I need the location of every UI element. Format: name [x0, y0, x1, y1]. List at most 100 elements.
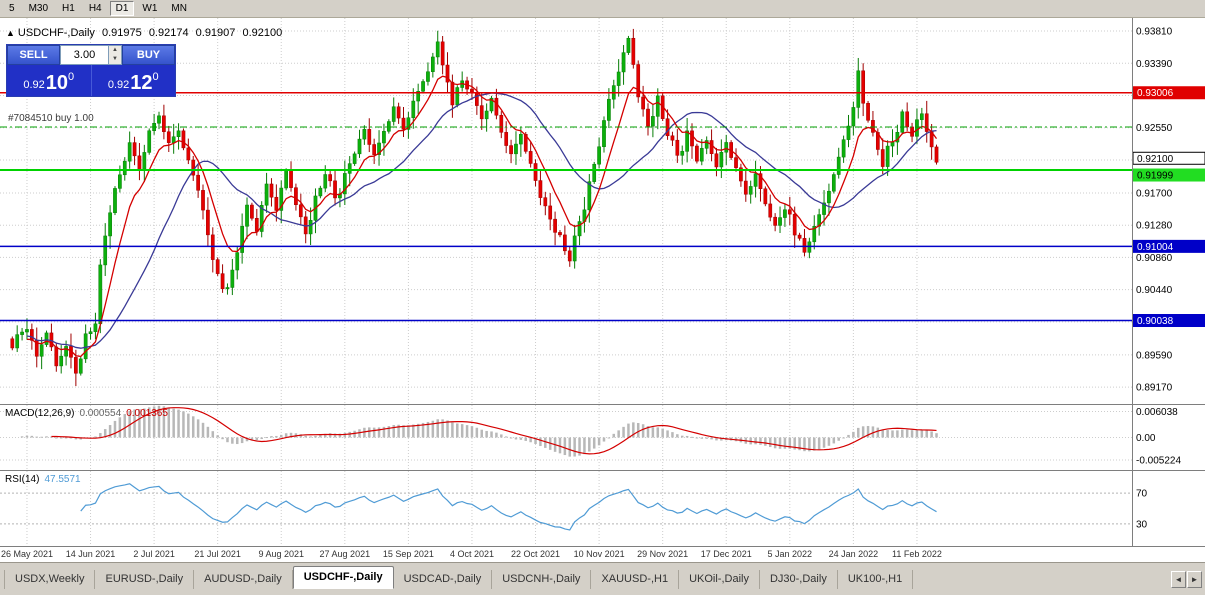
svg-text:0.90038: 0.90038: [1137, 316, 1174, 327]
chart-tab-eurusd-daily[interactable]: EURUSD-,Daily: [95, 570, 195, 589]
price-axis-label: 0.91280: [1136, 221, 1173, 232]
price-axis-label: 0.91700: [1136, 188, 1173, 199]
rsi-label: RSI(14) 47.5571: [5, 474, 81, 485]
timeframe-button-M30[interactable]: M30: [28, 3, 49, 14]
chart-tab-bar: USDX,Weekly EURUSD-,Daily AUDUSD-,Daily USD…: [0, 562, 1205, 595]
date-label: 24 Jan 2022: [828, 549, 879, 559]
sell-button[interactable]: SELL: [7, 45, 60, 65]
chart-tab-dj30-daily[interactable]: DJ30-,Daily: [760, 570, 838, 589]
chart-tab-usdcnh-daily[interactable]: USDCNH-,Daily: [492, 570, 592, 589]
chart-tab-audusd-daily[interactable]: AUDUSD-,Daily: [194, 570, 293, 589]
date-label: 11 Feb 2022: [892, 549, 942, 559]
tabs-scroll-right-button[interactable]: ►: [1187, 571, 1202, 588]
ohlc-open: 0.91975: [101, 27, 142, 39]
price-axis-label: 0.89590: [1136, 350, 1173, 361]
date-label: 14 Jun 2021: [65, 549, 116, 559]
date-label: 27 Aug 2021: [319, 549, 371, 559]
symbol-timeframe-label: USDCHF-,Daily: [17, 27, 95, 39]
ask-price-big: 12: [130, 72, 153, 94]
date-label: 26 May 2021: [0, 549, 53, 559]
price-axis-label: 0.93390: [1136, 59, 1173, 70]
macd-label: MACD(12,26,9) 0.000554 0.001365: [5, 408, 168, 419]
volume-input[interactable]: 3.00 ▲ ▼: [60, 45, 122, 65]
ask-price-sup: 0: [152, 71, 159, 83]
open-position-label[interactable]: #7084510 buy 1.00: [8, 112, 94, 124]
pane-divider[interactable]: [0, 404, 1205, 405]
macd-axis-label: -0.005224: [1136, 455, 1181, 466]
ask-price[interactable]: 0.92 12 0: [92, 65, 176, 96]
tabs-scroll-left-button[interactable]: ◄: [1171, 571, 1186, 588]
bid-price-big: 10: [45, 72, 69, 94]
ohlc-close: 0.92100: [242, 27, 283, 39]
svg-text:0.92100: 0.92100: [1137, 154, 1174, 165]
timeframe-button-H1[interactable]: H1: [62, 3, 75, 14]
rsi-value: 47.5571: [44, 474, 81, 485]
price-tag: 0.92100: [1132, 151, 1205, 165]
timeframe-button-H4[interactable]: H4: [88, 3, 102, 14]
price-tag: 0.90038: [1132, 314, 1205, 328]
timeframe-button-W1[interactable]: W1: [142, 3, 158, 14]
chart-tab-usdchf-daily[interactable]: USDCHF-,Daily: [292, 566, 394, 589]
date-label: 22 Oct 2021: [510, 549, 561, 559]
rsi-axis-label: 30: [1136, 519, 1148, 530]
chart-tab-uk100-h1[interactable]: UK100-,H1: [838, 570, 914, 589]
timeframe-button-5[interactable]: 5: [9, 3, 15, 14]
timeframe-button-MN[interactable]: MN: [171, 3, 187, 14]
price-pane: 0.938100.933900.929700.925500.921300.917…: [0, 18, 1205, 404]
macd-canvas[interactable]: 0.006038 0.00 -0.005224: [0, 405, 1205, 470]
chart-window: 0.938100.933900.929700.925500.921300.917…: [0, 18, 1205, 562]
ohlc-low: 0.91907: [195, 27, 236, 39]
chart-tab-ukoil-daily[interactable]: UKOil-,Daily: [679, 570, 760, 589]
ask-price-prefix: 0.92: [107, 79, 130, 91]
ohlc-high: 0.92174: [148, 27, 189, 39]
date-label: 4 Oct 2021: [449, 549, 494, 559]
date-label: 15 Sep 2021: [382, 549, 434, 559]
timeframe-toolbar: 5 M30 H1 H4 D1 W1 MN: [0, 0, 1205, 18]
date-label: 9 Aug 2021: [258, 549, 305, 559]
tab-scroll-arrows: ◄ ►: [1170, 571, 1202, 588]
date-label: 29 Nov 2021: [637, 549, 689, 559]
price-axis-label: 0.90860: [1136, 253, 1173, 264]
date-axis: 26 May 2021 14 Jun 2021 2 Jul 2021 21 Jul 2…: [0, 546, 1205, 562]
price-tag: 0.91999: [1132, 168, 1205, 182]
price-tag: 0.93006: [1132, 86, 1205, 100]
date-label: 10 Nov 2021: [573, 549, 625, 559]
chart-tab-usdcad-daily[interactable]: USDCAD-,Daily: [394, 570, 493, 589]
volume-spinner: ▲ ▼: [108, 46, 121, 64]
macd-axis-label: 0.006038: [1136, 407, 1178, 418]
bid-price-prefix: 0.92: [23, 79, 45, 91]
rsi-axis-label: 70: [1136, 489, 1148, 500]
price-tag: 0.91004: [1132, 239, 1205, 253]
chart-tab-usdx-weekly[interactable]: USDX,Weekly: [4, 570, 96, 589]
macd-pane: 0.006038 0.00 -0.005224 MACD(12,26,9) 0.000…: [0, 405, 1205, 470]
price-chart-canvas[interactable]: 0.938100.933900.929700.925500.921300.917…: [0, 18, 1205, 404]
svg-text:0.93006: 0.93006: [1137, 88, 1174, 99]
one-click-trading-toggle-icon[interactable]: ▲: [6, 28, 15, 38]
price-axis-label: 0.89170: [1136, 383, 1173, 394]
date-label: 2 Jul 2021: [133, 549, 175, 559]
rsi-pane: 70 30 RSI(14) 47.5571: [0, 471, 1205, 546]
bid-price-sup: 0: [68, 71, 75, 83]
chart-tab-xauusd-h1[interactable]: XAUUSD-,H1: [591, 570, 680, 589]
svg-text:0.91999: 0.91999: [1137, 171, 1174, 182]
timeframe-button-D1[interactable]: D1: [109, 1, 135, 16]
bid-price[interactable]: 0.92 10 0: [7, 65, 92, 96]
date-label: 21 Jul 2021: [194, 549, 241, 559]
price-axis-label: 0.90440: [1136, 285, 1173, 296]
macd-value-main: 0.000554: [79, 408, 122, 419]
price-axis-label: 0.93810: [1136, 27, 1173, 38]
buy-button[interactable]: BUY: [122, 45, 175, 65]
volume-down-icon[interactable]: ▼: [109, 55, 121, 64]
macd-axis-label: 0.00: [1136, 433, 1156, 444]
chart-tabs: USDX,Weekly EURUSD-,Daily AUDUSD-,Daily USD…: [0, 566, 1205, 589]
volume-value[interactable]: 3.00: [73, 49, 96, 61]
macd-name: MACD(12,26,9): [5, 408, 75, 419]
date-label: 5 Jan 2022: [767, 549, 813, 559]
rsi-canvas[interactable]: 70 30: [0, 471, 1205, 546]
volume-up-icon[interactable]: ▲: [109, 46, 121, 55]
svg-text:0.91004: 0.91004: [1137, 242, 1174, 253]
rsi-name: RSI(14): [5, 474, 40, 485]
one-click-trading-panel: SELL 3.00 ▲ ▼ BUY 0.92 10 0 0.92: [6, 44, 176, 97]
pane-divider[interactable]: [0, 470, 1205, 471]
macd-value-signal: 0.001365: [126, 408, 168, 419]
